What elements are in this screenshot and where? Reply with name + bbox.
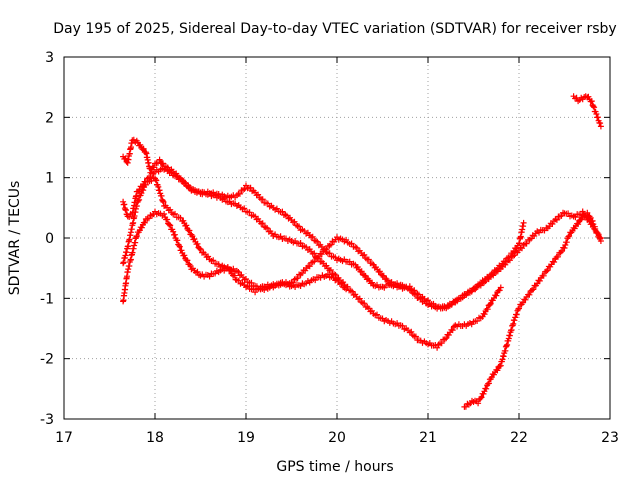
x-tick-label: 23 [601,430,619,446]
y-tick-label: -3 [40,412,54,428]
series-markers [120,174,604,312]
series-markers [120,165,504,351]
data-series [120,93,604,410]
series-track-d [120,208,350,305]
x-axis-label: GPS time / hours [276,459,393,475]
series-track-e [461,209,604,410]
series-markers [120,136,527,312]
y-tick-label: -2 [40,352,54,368]
series-track-c [120,174,604,312]
series-track-a [120,136,527,312]
x-tick-label: 20 [328,430,346,446]
y-tick-label: 1 [45,171,54,187]
chart-title: Day 195 of 2025, Sidereal Day-to-day VTE… [53,21,616,37]
plot-frame [63,56,611,420]
x-tick-label: 19 [237,430,255,446]
series-track-b [120,165,504,351]
series-markers [461,209,604,410]
y-axis-label: SDTVAR / TECUs [7,181,23,296]
x-tick-label: 21 [419,430,437,446]
x-tick-label: 18 [146,430,164,446]
series-markers [120,208,350,305]
y-tick-label: 3 [45,50,54,66]
y-tick-label: 2 [45,110,54,126]
y-tick-label: 0 [45,231,54,247]
x-tick-label: 17 [55,430,73,446]
y-tick-label: -1 [40,291,54,307]
series-markers [570,93,604,130]
x-tick-label: 22 [510,430,528,446]
series-track-f [570,93,604,130]
